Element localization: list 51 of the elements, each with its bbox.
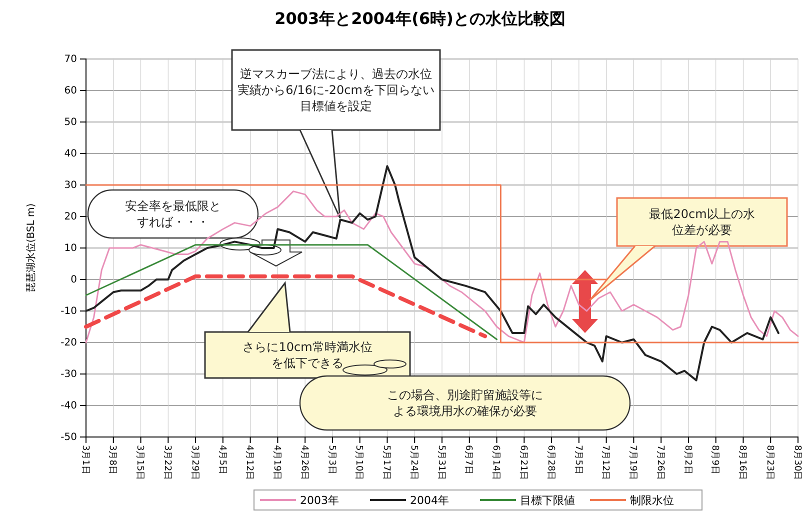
legend-label: 制限水位 <box>630 494 674 507</box>
annotation: 逆マスカーブ法により、過去の水位実績から6/16に-20cmを下回らない目標値を設定 <box>238 67 434 114</box>
annotation: さらに10cm常時満水位を低下できる <box>242 340 372 370</box>
y-tick-label: 20 <box>64 212 77 223</box>
x-tick-label: 4月12日 <box>244 445 254 480</box>
legend-label: 目標下限値 <box>520 494 575 507</box>
y-tick-label: 10 <box>64 243 77 254</box>
y-tick-label: 70 <box>64 54 77 66</box>
x-tick-label: 7月19日 <box>628 445 638 480</box>
legend-label: 2004年 <box>410 494 449 507</box>
x-tick-label: 5月10日 <box>354 445 364 480</box>
x-tick-label: 3月8日 <box>107 445 118 474</box>
x-tick-label: 5月17日 <box>381 445 392 480</box>
x-tick-label: 8月16日 <box>737 445 748 480</box>
x-tick-label: 6月21日 <box>518 445 528 480</box>
x-tick-label: 8月2日 <box>682 445 692 474</box>
y-tick-label: 60 <box>64 86 77 97</box>
x-tick-label: 8月23日 <box>764 445 774 480</box>
y-tick-label: 50 <box>64 117 77 128</box>
y-tick-label: 40 <box>64 148 77 160</box>
y-axis-title: 琵琶湖水位(BSL m) <box>25 203 37 293</box>
x-tick-label: 4月19日 <box>272 445 282 480</box>
y-tick-label: -10 <box>60 306 77 318</box>
chart-title: 2003年と2004年(6時)との水位比較図 <box>274 9 566 28</box>
x-tick-label: 6月14日 <box>490 445 501 480</box>
annotation: 安全率を最低限とすれば・・・ <box>125 199 221 230</box>
x-tick-label: 3月15日 <box>134 445 145 480</box>
y-tick-label: -40 <box>60 400 77 412</box>
x-tick-label: 3月22日 <box>162 445 172 480</box>
y-tick-label: 0 <box>70 274 77 286</box>
x-tick-label: 3月29日 <box>189 445 200 480</box>
annotation: この場合、別途貯留施設等による環境用水の確保が必要 <box>387 388 543 418</box>
legend-label: 2003年 <box>300 494 339 507</box>
x-tick-label: 4月5日 <box>216 445 227 474</box>
x-tick-label: 7月5日 <box>572 445 583 474</box>
y-tick-label: 30 <box>64 180 77 192</box>
x-tick-label: 3月1日 <box>80 445 90 474</box>
x-tick-label: 4月26日 <box>298 445 309 480</box>
x-tick-label: 8月9日 <box>710 445 720 474</box>
x-tick-label: 6月7日 <box>463 445 474 474</box>
x-tick-label: 7月12日 <box>600 445 610 480</box>
x-tick-label: 5月3日 <box>326 445 336 474</box>
y-tick-label: -30 <box>60 369 77 380</box>
x-tick-label: 6月28日 <box>545 445 556 480</box>
annotation: 最低20cm以上の水位差が必要 <box>649 207 755 238</box>
x-tick-label: 5月31日 <box>436 445 446 480</box>
x-tick-label: 7月26日 <box>654 445 665 480</box>
y-tick-label: -20 <box>60 338 77 349</box>
x-tick-label: 5月24日 <box>408 445 418 480</box>
y-tick-label: -50 <box>60 432 77 444</box>
x-tick-label: 8月30日 <box>792 445 802 480</box>
